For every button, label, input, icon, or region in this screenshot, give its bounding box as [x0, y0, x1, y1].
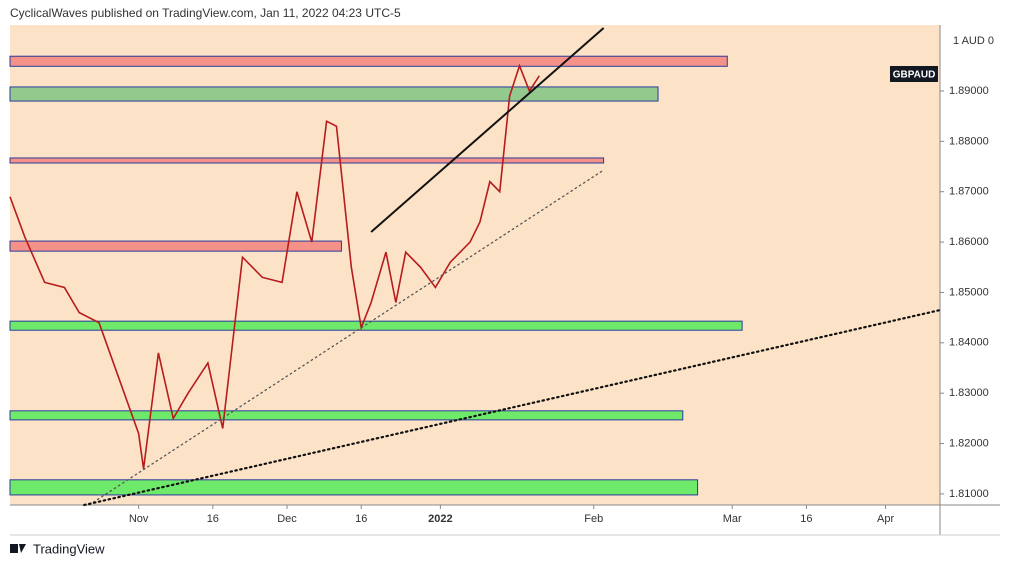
- trend-line: [88, 169, 605, 506]
- logo: [10, 544, 26, 553]
- y-tick-label: 1.84000: [949, 337, 989, 349]
- header: CyclicalWaves published on TradingView.c…: [10, 6, 401, 20]
- y-tick-label: 1.85000: [949, 286, 989, 298]
- y-tick-label: 1.81000: [949, 488, 989, 500]
- zone: [9, 86, 659, 102]
- x-tick-label: Mar: [723, 513, 742, 525]
- symbol-label: GBPAUD: [893, 70, 936, 81]
- y-tick-label: 1.87000: [949, 186, 989, 198]
- currency-label: 1 AUD 0: [953, 35, 994, 47]
- x-tick-label: Dec: [277, 513, 297, 525]
- x-tick-label: 2022: [428, 513, 452, 525]
- trend-line: [370, 27, 605, 233]
- y-tick-label: 1.89000: [949, 85, 989, 97]
- y-tick-label: 1.88000: [949, 135, 989, 147]
- symbol-badge: [890, 66, 938, 82]
- x-tick-label: Nov: [129, 513, 149, 525]
- x-tick-label: Feb: [584, 513, 603, 525]
- zone: [9, 157, 605, 164]
- y-tick-label: 1.83000: [949, 387, 989, 399]
- zone: [9, 479, 699, 496]
- trend-line: [83, 308, 942, 507]
- x-tick-label: 16: [800, 513, 812, 525]
- zone: [9, 410, 684, 421]
- footer: TradingView: [33, 541, 105, 556]
- x-tick-label: Apr: [877, 513, 894, 525]
- zone: [9, 240, 342, 252]
- x-tick-label: 16: [207, 513, 219, 525]
- y-tick-label: 1.82000: [949, 437, 989, 449]
- y-tick-label: 1.86000: [949, 236, 989, 248]
- plot-background: [10, 25, 940, 505]
- zone: [9, 320, 743, 331]
- price-line: [9, 63, 540, 469]
- x-tick-label: 16: [355, 513, 367, 525]
- zone: [9, 55, 728, 67]
